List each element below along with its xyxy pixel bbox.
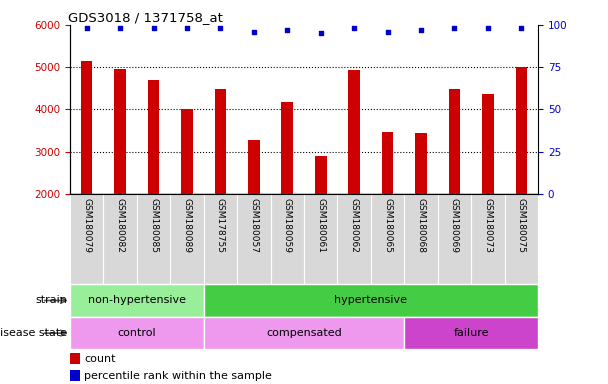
Bar <box>215 89 226 194</box>
Text: compensated: compensated <box>266 328 342 338</box>
Text: count: count <box>84 354 116 364</box>
Bar <box>181 109 193 194</box>
Bar <box>204 284 538 317</box>
Text: GSM180085: GSM180085 <box>149 197 158 253</box>
Text: non-hypertensive: non-hypertensive <box>88 295 186 306</box>
Point <box>517 25 527 31</box>
Bar <box>70 284 204 317</box>
Bar <box>382 132 393 194</box>
Bar <box>70 370 80 381</box>
Point <box>115 25 125 31</box>
Point <box>249 29 259 35</box>
Point <box>483 25 493 31</box>
Text: GDS3018 / 1371758_at: GDS3018 / 1371758_at <box>67 11 223 24</box>
Bar <box>315 156 326 194</box>
Text: strain: strain <box>35 295 67 306</box>
Text: GSM180062: GSM180062 <box>350 197 359 252</box>
Bar <box>248 140 260 194</box>
Text: GSM180089: GSM180089 <box>182 197 192 253</box>
Point <box>383 29 393 35</box>
Point <box>282 27 292 33</box>
Text: GSM180065: GSM180065 <box>383 197 392 253</box>
Text: control: control <box>117 328 156 338</box>
Text: GSM178755: GSM178755 <box>216 197 225 253</box>
Point <box>81 25 91 31</box>
Bar <box>282 102 293 194</box>
Bar <box>204 317 404 349</box>
Text: failure: failure <box>454 328 489 338</box>
Bar <box>415 133 427 194</box>
Bar <box>516 67 527 194</box>
Bar <box>70 353 80 364</box>
Point <box>316 30 326 36</box>
Point <box>449 25 460 31</box>
Text: disease state: disease state <box>0 328 67 338</box>
Bar <box>404 317 538 349</box>
Text: percentile rank within the sample: percentile rank within the sample <box>84 371 272 381</box>
Text: GSM180082: GSM180082 <box>116 197 125 252</box>
Text: GSM180057: GSM180057 <box>249 197 258 253</box>
Point <box>416 27 426 33</box>
Bar <box>148 80 159 194</box>
Point <box>349 25 359 31</box>
Point <box>148 25 158 31</box>
Bar <box>114 69 126 194</box>
Text: hypertensive: hypertensive <box>334 295 407 306</box>
Point <box>215 25 225 31</box>
Text: GSM180075: GSM180075 <box>517 197 526 253</box>
Point <box>182 25 192 31</box>
Text: GSM180061: GSM180061 <box>316 197 325 253</box>
Text: GSM180059: GSM180059 <box>283 197 292 253</box>
Text: GSM180068: GSM180068 <box>416 197 426 253</box>
Bar <box>81 61 92 194</box>
Bar <box>70 317 204 349</box>
Text: GSM180069: GSM180069 <box>450 197 459 253</box>
Bar <box>449 89 460 194</box>
Text: GSM180073: GSM180073 <box>483 197 492 253</box>
Bar <box>348 70 360 194</box>
Bar <box>482 94 494 194</box>
Text: GSM180079: GSM180079 <box>82 197 91 253</box>
